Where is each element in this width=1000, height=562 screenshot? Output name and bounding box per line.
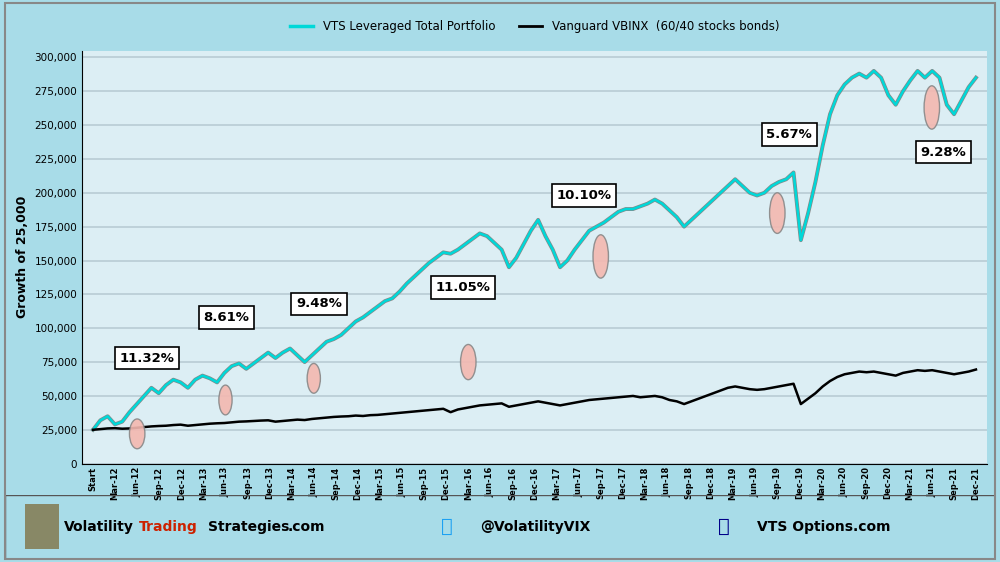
Text: 10.10%: 10.10% [557,189,612,202]
Ellipse shape [129,419,145,448]
Text: Ⓞ: Ⓞ [718,518,730,536]
Text: 5.67%: 5.67% [766,128,812,141]
Ellipse shape [593,235,608,278]
Legend: VTS Leveraged Total Portfolio, Vanguard VBINX  (60/40 stocks bonds): VTS Leveraged Total Portfolio, Vanguard … [285,15,784,38]
Text: Volatility: Volatility [64,520,134,534]
Y-axis label: Growth of 25,000: Growth of 25,000 [16,196,29,318]
Ellipse shape [307,364,320,393]
Text: 9.48%: 9.48% [296,297,342,310]
Ellipse shape [770,193,785,233]
Text: Trading: Trading [139,520,197,534]
Ellipse shape [219,385,232,415]
Ellipse shape [924,86,940,129]
Text: 9.28%: 9.28% [921,146,967,158]
Text: 8.61%: 8.61% [203,311,249,324]
Bar [25,504,59,550]
Text: VTS Options.com: VTS Options.com [757,520,891,534]
Text: 11.05%: 11.05% [435,281,490,294]
Text: 11.32%: 11.32% [120,351,174,365]
Text: .com: .com [287,520,325,534]
Text: 🐦: 🐦 [441,518,452,536]
Text: @VolatilityVIX: @VolatilityVIX [480,520,591,534]
Text: Strategies: Strategies [208,520,289,534]
Ellipse shape [461,345,476,380]
